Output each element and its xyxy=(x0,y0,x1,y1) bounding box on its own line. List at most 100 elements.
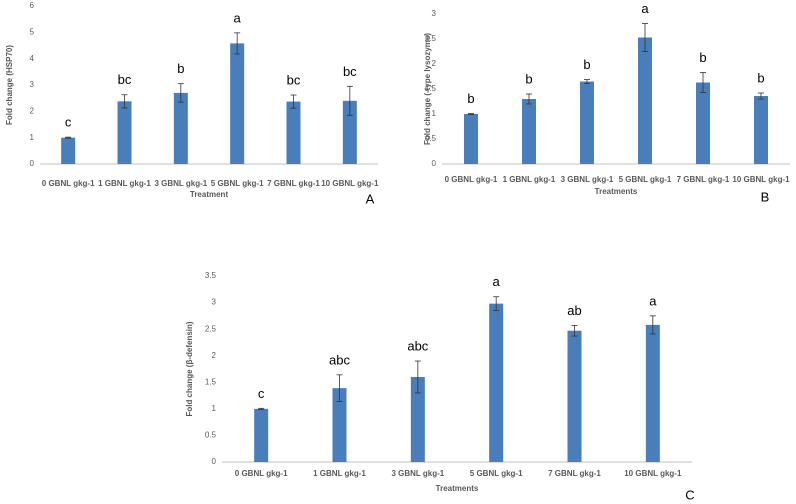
y-tick-label: 3 xyxy=(432,9,437,18)
y-tick-label: 0 xyxy=(432,159,437,168)
y-axis-label: Fold change (β-defensin) xyxy=(185,321,194,416)
error-bar xyxy=(649,315,656,335)
y-tick-label: 1 xyxy=(212,404,217,413)
error-bar xyxy=(584,79,590,84)
y-tick-label: 5 xyxy=(30,27,35,36)
significance-label: bc xyxy=(287,72,301,87)
bar xyxy=(567,330,582,462)
significance-label: a xyxy=(234,10,242,25)
x-tick-label: 7 GBNL gkg-1 xyxy=(548,469,601,478)
bar xyxy=(464,114,478,164)
bar xyxy=(522,99,536,164)
x-tick-label: 7 GBNL gkg-1 xyxy=(267,179,320,188)
x-tick-label: 10 GBNL gkg-1 xyxy=(321,179,379,188)
panel-label: B xyxy=(761,189,770,204)
significance-label: b xyxy=(467,91,474,106)
x-tick-label: 10 GBNL gkg-1 xyxy=(624,469,682,478)
y-tick-label: 1 xyxy=(30,133,35,142)
bar xyxy=(173,92,188,164)
x-tick-label: 0 GBNL gkg-1 xyxy=(235,469,288,478)
x-tick-label: 5 GBNL gkg-1 xyxy=(470,469,523,478)
significance-label: abc xyxy=(329,352,350,367)
x-tick-label: 1 GBNL gkg-1 xyxy=(313,469,366,478)
y-tick-label: 3 xyxy=(30,80,35,89)
significance-label: bc xyxy=(118,72,132,87)
y-tick-label: 0.5 xyxy=(425,134,437,143)
significance-label: a xyxy=(641,1,649,16)
significance-label: ab xyxy=(567,303,581,318)
error-bar xyxy=(336,374,343,402)
significance-label: abc xyxy=(407,338,428,353)
x-tick-label: 10 GBNL gkg-1 xyxy=(732,175,790,184)
y-tick-label: 1 xyxy=(432,109,437,118)
x-axis-label: Treatments xyxy=(436,484,479,493)
significance-label: b xyxy=(699,50,706,65)
y-tick-label: 2 xyxy=(432,59,437,68)
bar xyxy=(332,388,347,462)
error-bar xyxy=(700,72,706,93)
y-tick-label: 0.5 xyxy=(205,431,217,440)
x-axis-label: Treatments xyxy=(595,187,638,196)
y-tick-label: 3.5 xyxy=(205,271,217,280)
x-tick-label: 7 GBNL gkg-1 xyxy=(677,175,730,184)
error-bar xyxy=(414,360,421,394)
error-bar xyxy=(642,23,648,52)
bar xyxy=(645,324,660,462)
x-tick-label: 3 GBNL gkg-1 xyxy=(154,179,207,188)
x-tick-label: 3 GBNL gkg-1 xyxy=(561,175,614,184)
y-tick-label: 1.5 xyxy=(425,84,437,93)
y-tick-label: 4 xyxy=(30,54,35,63)
bar xyxy=(410,376,425,462)
significance-label: c xyxy=(258,386,265,401)
bar xyxy=(696,82,710,164)
x-tick-label: 0 GBNL gkg-1 xyxy=(445,175,498,184)
bar xyxy=(117,101,132,164)
significance-label: b xyxy=(583,57,590,72)
significance-label: bc xyxy=(343,64,357,79)
y-tick-label: 2.5 xyxy=(205,324,217,333)
y-tick-label: 3 xyxy=(212,298,217,307)
significance-label: b xyxy=(177,61,184,76)
x-tick-label: 5 GBNL gkg-1 xyxy=(619,175,672,184)
error-bar xyxy=(526,93,532,105)
x-tick-label: 3 GBNL gkg-1 xyxy=(391,469,444,478)
y-tick-label: 6 xyxy=(30,1,35,10)
error-bar xyxy=(468,113,474,115)
x-axis-label: Treatment xyxy=(190,190,229,199)
error-bar xyxy=(234,32,241,55)
x-tick-label: 0 GBNL gkg-1 xyxy=(42,179,95,188)
y-tick-label: 2 xyxy=(212,351,217,360)
error-bar xyxy=(493,296,500,311)
y-tick-label: 2.5 xyxy=(425,34,437,43)
error-bar xyxy=(121,94,128,109)
bar xyxy=(61,137,76,164)
error-bar xyxy=(346,85,353,116)
y-axis-label: Fold change (-type lysozyme) xyxy=(423,33,432,145)
y-axis-label: Fold change (HSP70) xyxy=(5,45,14,125)
error-bar xyxy=(571,325,578,337)
y-tick-label: 1.5 xyxy=(205,377,217,386)
x-tick-label: 1 GBNL gkg-1 xyxy=(503,175,556,184)
error-bar xyxy=(758,92,764,100)
x-tick-label: 1 GBNL gkg-1 xyxy=(98,179,151,188)
significance-label: a xyxy=(493,274,501,289)
y-tick-label: 0 xyxy=(30,159,35,168)
bar xyxy=(580,81,594,164)
bar xyxy=(342,100,357,164)
x-tick-label: 5 GBNL gkg-1 xyxy=(211,179,264,188)
bar xyxy=(254,408,269,462)
bar xyxy=(286,101,301,164)
bar xyxy=(638,37,652,164)
panel-label: A xyxy=(366,191,375,206)
bar xyxy=(489,303,504,462)
error-bar xyxy=(290,94,297,109)
error-bar xyxy=(65,136,72,139)
y-tick-label: 0 xyxy=(212,457,217,466)
error-bar xyxy=(258,407,265,410)
panel-label: C xyxy=(685,487,694,502)
significance-label: b xyxy=(757,70,764,85)
bar xyxy=(230,43,245,164)
y-tick-label: 2 xyxy=(30,106,35,115)
significance-label: c xyxy=(65,115,72,130)
